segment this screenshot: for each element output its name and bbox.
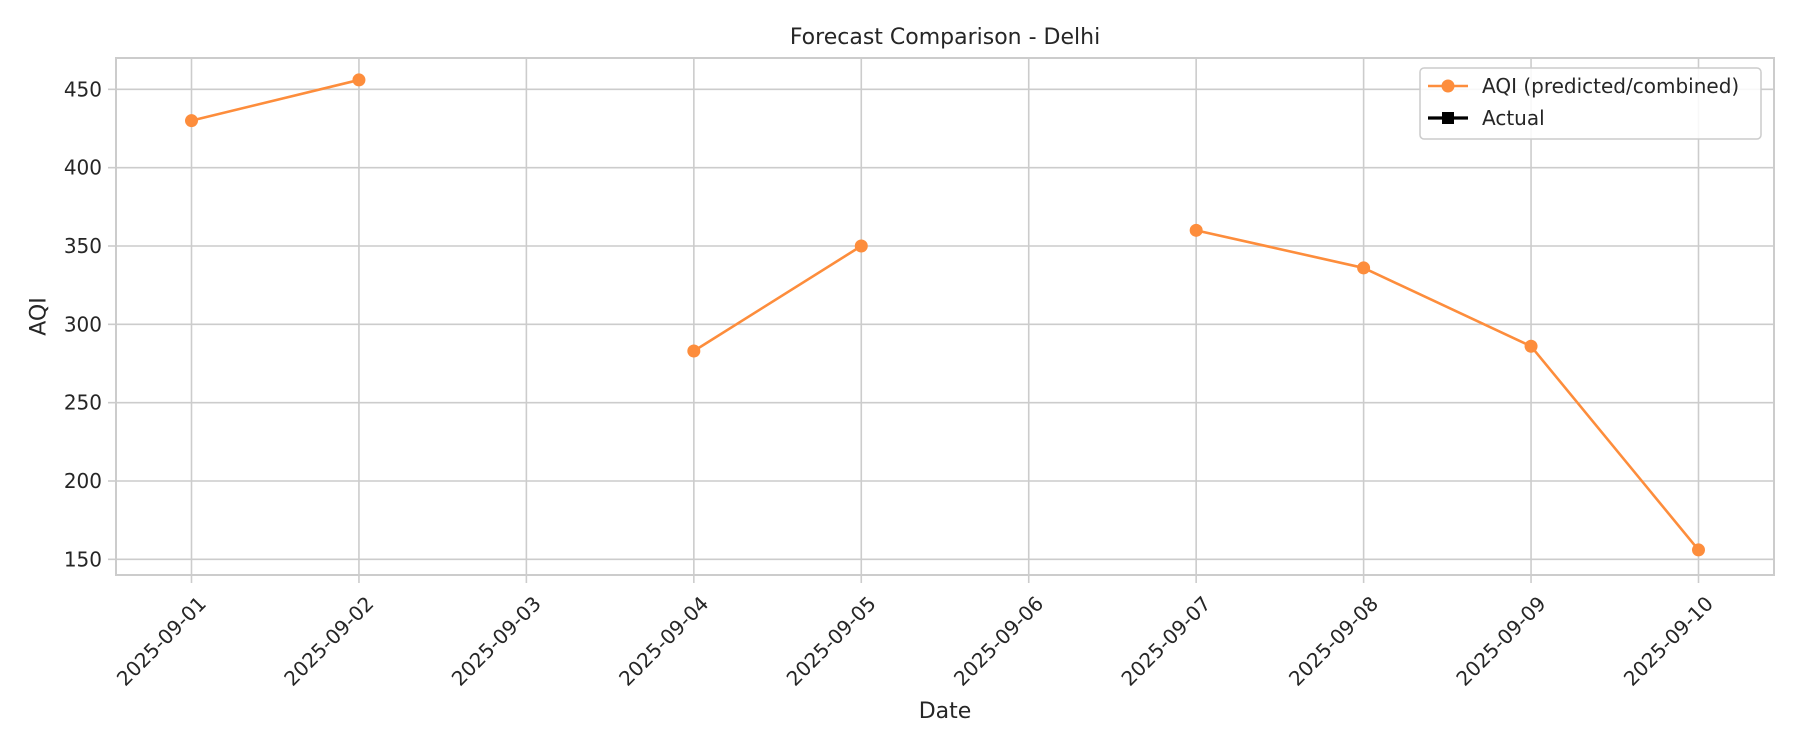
chart-title: Forecast Comparison - Delhi xyxy=(790,25,1100,50)
series-0 xyxy=(185,73,1705,557)
y-axis-label: AQI xyxy=(27,297,52,335)
data-point xyxy=(1692,543,1705,557)
y-tick-label: 300 xyxy=(64,312,102,336)
data-point xyxy=(1357,261,1371,275)
series-line-segment xyxy=(1194,229,1365,270)
data-point xyxy=(1524,339,1538,353)
series-layer xyxy=(185,73,1705,557)
y-tick-label: 400 xyxy=(64,156,102,180)
legend-items: AQI (predicted/combined) Actual xyxy=(1428,74,1739,130)
data-point xyxy=(687,344,701,358)
legend-marker xyxy=(1442,112,1454,124)
legend-item: Actual xyxy=(1428,106,1545,130)
legend-item: AQI (predicted/combined) xyxy=(1428,74,1739,98)
data-point xyxy=(352,73,366,87)
y-tick-label: 150 xyxy=(64,547,102,571)
y-tick-label: 350 xyxy=(64,234,102,258)
plot-frame xyxy=(115,57,1775,576)
legend-box xyxy=(1419,67,1762,140)
data-point xyxy=(185,114,198,128)
y-tick-label: 250 xyxy=(64,391,102,415)
series-line-segment xyxy=(1529,344,1700,552)
series-line-segment xyxy=(692,244,863,353)
legend-label: AQI (predicted/combined) xyxy=(1482,74,1739,98)
data-point xyxy=(854,239,868,253)
series-line-segment xyxy=(1362,266,1533,348)
series-line-segment xyxy=(190,78,361,122)
x-axis-label: Date xyxy=(919,699,972,724)
legend: AQI (predicted/combined) Actual xyxy=(1419,67,1762,140)
legend-label: Actual xyxy=(1482,106,1545,130)
y-tick-label: 450 xyxy=(64,77,102,101)
y-tick-label: 200 xyxy=(64,469,102,493)
grid xyxy=(108,58,1774,583)
legend-marker xyxy=(1441,79,1455,93)
data-point xyxy=(1189,223,1203,237)
